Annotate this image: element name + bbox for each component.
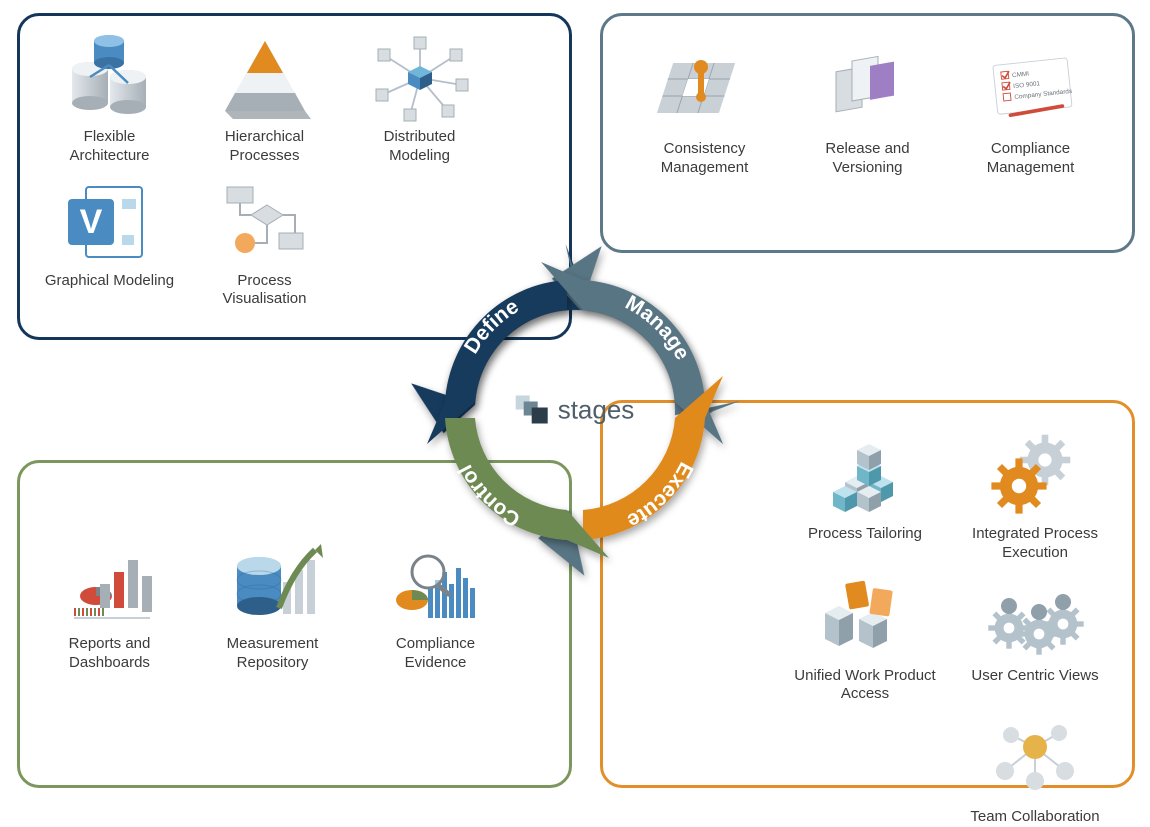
item-label: User Centric Views [971, 667, 1098, 686]
item-label: Team Collaboration [970, 808, 1099, 827]
item-label: Measurement Repository [205, 635, 340, 673]
item-consist: Consistency Management [637, 46, 772, 178]
user-gears-icon [985, 573, 1085, 661]
dashboard-icon [60, 541, 160, 629]
item-label: Process Tailoring [808, 525, 922, 544]
hub-icon [370, 34, 470, 122]
item-compliance: CMMI ISO 9001 Company Standards Complian… [963, 46, 1098, 178]
stages-logo-mark [516, 395, 550, 425]
item-label: Consistency Management [637, 140, 772, 178]
item-flex-arch: Flexible Architecture [42, 34, 177, 166]
item-hier-proc: Hierarchical Processes [197, 34, 332, 166]
puzzle-icon [655, 46, 755, 134]
item-label: Hierarchical Processes [197, 128, 332, 166]
stages-logo-text: stages [558, 395, 635, 426]
item-measure: Measurement Repository [205, 541, 340, 673]
item-label: Compliance Management [963, 140, 1098, 178]
item-label: Compliance Evidence [368, 635, 503, 673]
blocks-icon [815, 431, 915, 519]
item-graph-model: V Graphical Modeling [42, 178, 177, 291]
manage-items: Consistency Management Release and Versi… [625, 34, 1110, 178]
people-net-icon [985, 714, 1085, 802]
gears-icon [985, 431, 1085, 519]
item-reports: Reports and Dashboards [42, 541, 177, 673]
flowchart-icon [215, 178, 315, 266]
item-label: Unified Work Product Access [790, 667, 940, 705]
stages-logo: stages [516, 395, 635, 426]
item-label: Process Visualisation [197, 272, 332, 310]
item-integrated: Integrated Process Execution [960, 431, 1110, 563]
item-label: Reports and Dashboards [42, 635, 177, 673]
visio-icon: V [60, 178, 160, 266]
item-label: Flexible Architecture [42, 128, 177, 166]
quadrant-manage: Consistency Management Release and Versi… [600, 13, 1135, 253]
svg-text:V: V [79, 203, 102, 241]
checklist-icon: CMMI ISO 9001 Company Standards [981, 46, 1081, 134]
db-arrow-icon [223, 541, 323, 629]
item-label: Distributed Modeling [352, 128, 487, 166]
pyramid-icon [215, 34, 315, 122]
item-label: Integrated Process Execution [960, 525, 1110, 563]
item-release: Release and Versioning [800, 46, 935, 178]
item-uwpa: Unified Work Product Access [790, 573, 940, 705]
databases-icon [60, 34, 160, 122]
boxes-files-icon [815, 573, 915, 661]
item-ucv: User Centric Views [960, 573, 1110, 686]
item-tailoring: Process Tailoring [790, 431, 940, 544]
sheets-icon [818, 46, 918, 134]
item-label: Release and Versioning [800, 140, 935, 178]
item-dist-model: Distributed Modeling [352, 34, 487, 166]
item-proc-vis: Process Visualisation [197, 178, 332, 310]
cycle-diagram: Define Manage Execute Control stages [395, 230, 755, 590]
item-team: Team Collaboration [960, 714, 1110, 827]
item-label: Graphical Modeling [45, 272, 174, 291]
